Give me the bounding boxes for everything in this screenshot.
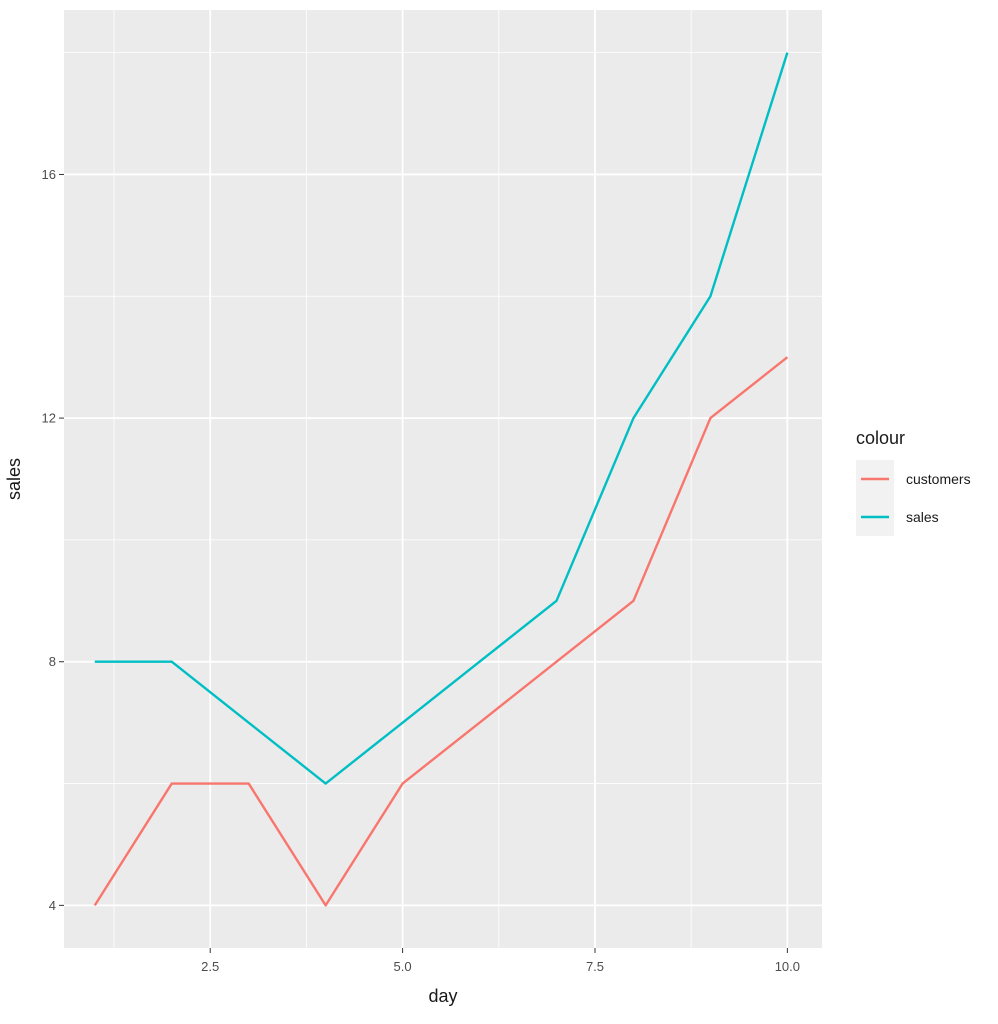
x-tick-label: 2.5	[201, 959, 219, 974]
series-lines	[93, 52, 789, 907]
x-tick-label: 5.0	[394, 959, 412, 974]
y-axis-ticks: 4 8 12 16	[42, 167, 64, 913]
plot-panel	[64, 10, 822, 948]
legend-title: colour	[856, 428, 905, 448]
y-tick-label: 16	[42, 167, 56, 182]
legend-label-sales: sales	[906, 509, 939, 525]
legend-items: customers sales	[856, 460, 971, 536]
x-tick-label: 10.0	[775, 959, 800, 974]
y-tick-label: 8	[49, 654, 56, 669]
major-gridlines	[64, 10, 822, 948]
series-line-sales	[94, 52, 789, 785]
series-line-customers	[93, 356, 789, 907]
y-tick-label: 4	[49, 898, 56, 913]
y-axis-title: sales	[4, 458, 24, 500]
x-tick-label: 7.5	[586, 959, 604, 974]
x-axis-ticks: 2.5 5.0 7.5 10.0	[201, 948, 800, 974]
legend: colour customers sales	[856, 428, 971, 536]
legend-label-customers: customers	[906, 471, 971, 487]
y-tick-label: 12	[42, 411, 56, 426]
x-axis-title: day	[428, 986, 457, 1006]
